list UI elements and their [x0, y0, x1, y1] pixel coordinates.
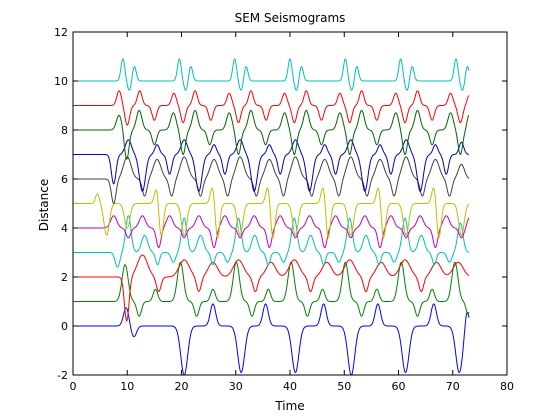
x-tick-label: 10: [120, 380, 134, 393]
y-tick-label: 0: [61, 320, 68, 333]
y-tick-label: 10: [54, 75, 68, 88]
y-tick-label: 4: [61, 222, 68, 235]
x-tick-label: 60: [392, 380, 406, 393]
seismogram-trace-8: [73, 109, 470, 160]
seismogram-trace-1: [73, 261, 470, 317]
x-tick-label: 40: [283, 380, 297, 393]
x-tick-label: 0: [70, 380, 77, 393]
x-tick-label: 20: [175, 380, 189, 393]
y-tick-label: 8: [61, 124, 68, 137]
seismogram-trace-10: [73, 58, 470, 91]
y-tick-label: 12: [54, 26, 68, 39]
seismogram-trace-5: [73, 187, 470, 239]
x-tick-label: 30: [229, 380, 243, 393]
seismogram-trace-4: [73, 215, 470, 249]
seismogram-trace-2: [73, 254, 470, 322]
x-axis-label: Time: [274, 399, 304, 413]
x-tick-label: 80: [500, 380, 514, 393]
y-tick-label: -2: [57, 369, 68, 382]
y-axis-label: Distance: [37, 179, 51, 231]
x-tick-label: 70: [446, 380, 460, 393]
y-tick-label: 2: [61, 271, 68, 284]
y-tick-label: 6: [61, 173, 68, 186]
seismogram-trace-3: [73, 215, 470, 268]
chart-title: SEM Seismograms: [235, 11, 346, 25]
x-tick-label: 50: [337, 380, 351, 393]
seismogram-trace-9: [73, 90, 470, 126]
trace-group: [73, 58, 470, 375]
seismogram-trace-0: [73, 303, 470, 375]
seismogram-trace-6: [73, 156, 470, 205]
